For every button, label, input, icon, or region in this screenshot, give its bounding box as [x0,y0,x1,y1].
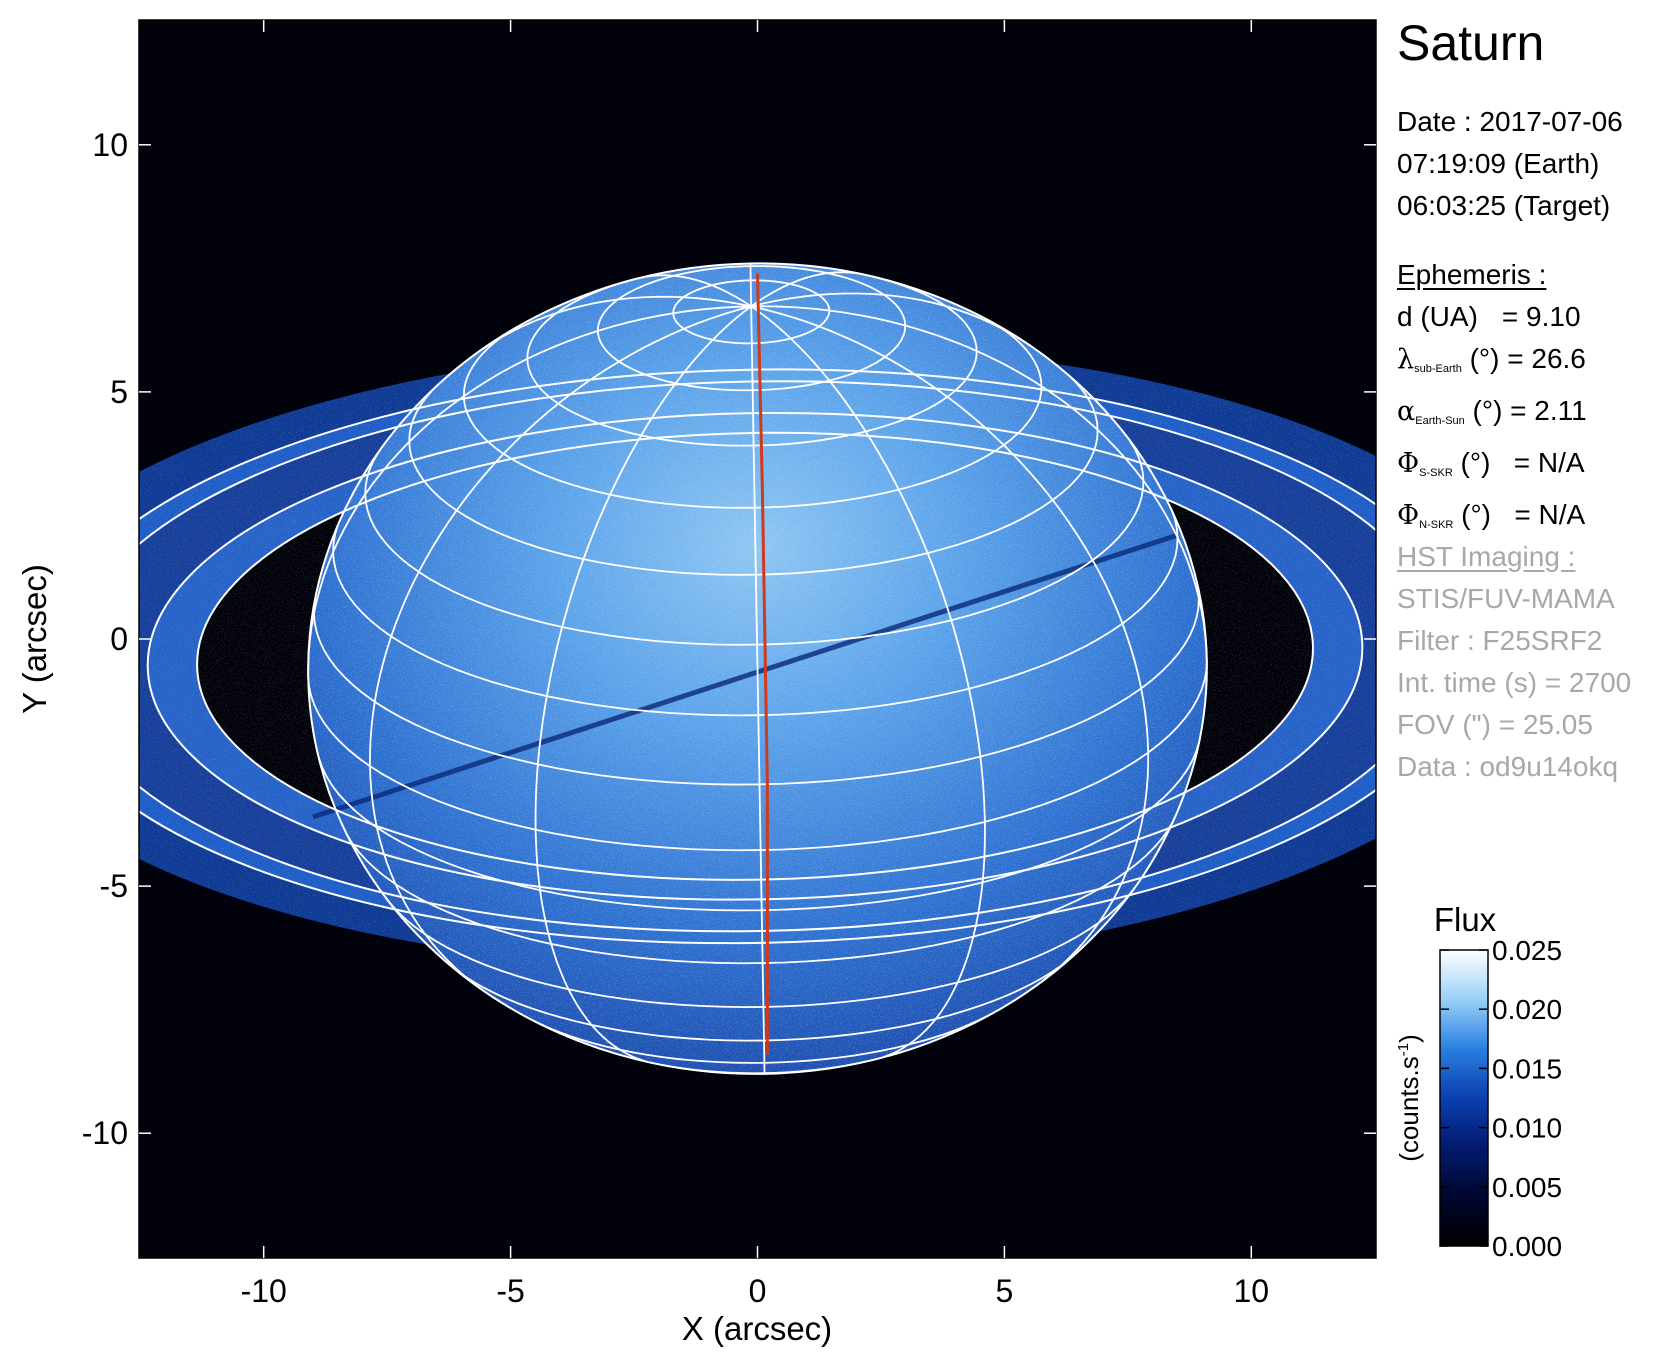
x-tick-label: -5 [496,1273,524,1309]
longitude-line [534,305,752,1063]
x-axis-label: X (arcsec) [682,1310,832,1347]
y-tick-label: 5 [110,374,128,410]
date-line: Date : 2017-07-06 [1397,106,1623,137]
hst-data-id: Data : od9u14okq [1397,751,1619,782]
x-tick-label: 10 [1234,1273,1270,1309]
x-tick-label: -10 [241,1273,287,1309]
ephemeris-header: Ephemeris : [1397,259,1547,290]
longitude-line [750,306,766,1074]
y-tick-label: -10 [82,1115,128,1151]
longitude-line [750,305,1150,982]
hst-panel: HST Imaging : STIS/FUV-MAMA Filter : F25… [1397,536,1669,788]
ring-outline [139,380,1376,933]
red-meridian-line [756,273,769,1055]
ring-outlines [139,368,1376,945]
ring-outline [139,368,1376,945]
earth-time-line: 07:19:09 (Earth) [1397,148,1600,179]
longitude-line [750,305,986,1058]
longitude-line [369,305,752,992]
ring-outline [196,431,1314,881]
longitude-line [307,305,752,677]
y-axis-label: Y (arcsec) [16,564,53,714]
y-tick-label: 10 [92,127,128,163]
ring-outline [146,411,1364,901]
ephemeris-phi-s: ΦS-SKR (°) = N/A [1397,447,1585,479]
hst-int-time: Int. time (s) = 2700 [1397,667,1632,698]
ephemeris-panel: Ephemeris : d (UA) = 9.10 λsub-Earth (°) … [1397,254,1669,546]
lat-lon-grid [307,262,1208,1075]
colorbar-tick-label: 0.015 [1492,1053,1562,1084]
hst-header: HST Imaging : [1397,541,1576,572]
planet-limb [307,262,1208,1075]
x-axis-ticks: -10 -5 0 5 10 [241,20,1270,1309]
hst-fov: FOV (") = 25.05 [1397,709,1593,740]
x-tick-label: 5 [996,1273,1014,1309]
hst-instrument: STIS/FUV-MAMA [1397,583,1615,614]
chart-title: Saturn [1397,15,1545,71]
longitude-line [481,295,752,351]
colorbar-title: Flux [1434,901,1497,938]
colorbar-tick-label: 0.000 [1492,1231,1562,1262]
colorbar-label: (counts.s-1) [1394,1034,1424,1162]
y-tick-label: 0 [110,621,128,657]
observation-info: Date : 2017-07-06 07:19:09 (Earth) 06:03… [1397,101,1669,227]
ring-shadow [312,532,1179,820]
y-axis-ticks: -10 -5 0 5 10 [82,127,1376,1151]
colorbar-tick-label: 0.005 [1492,1172,1562,1203]
x-tick-label: 0 [749,1273,767,1309]
longitude-line [750,292,1023,342]
longitude-line [749,263,753,307]
colorbar-tick-label: 0.010 [1492,1113,1562,1144]
colorbar-tick-label: 0.025 [1492,935,1562,966]
longitude-line [750,271,864,308]
colorbar-tick-label: 0.020 [1492,994,1562,1025]
colorbar-ticks: 0.000 0.005 0.010 0.015 0.020 0.025 [1440,935,1562,1262]
ephemeris-lambda: λsub-Earth (°) = 26.6 [1397,343,1586,375]
y-tick-label: -5 [100,868,128,904]
hst-filter: Filter : F25SRF2 [1397,625,1603,656]
longitude-line [751,305,1208,661]
target-time-line: 06:03:25 (Target) [1397,190,1611,221]
ephemeris-distance: d (UA) = 9.10 [1397,301,1581,332]
ephemeris-alpha: αEarth-Sun (°) = 2.11 [1397,395,1587,427]
colorbar [1439,949,1489,1247]
ephemeris-phi-n: ΦN-SKR (°) = N/A [1397,499,1586,531]
longitude-line [638,274,752,308]
